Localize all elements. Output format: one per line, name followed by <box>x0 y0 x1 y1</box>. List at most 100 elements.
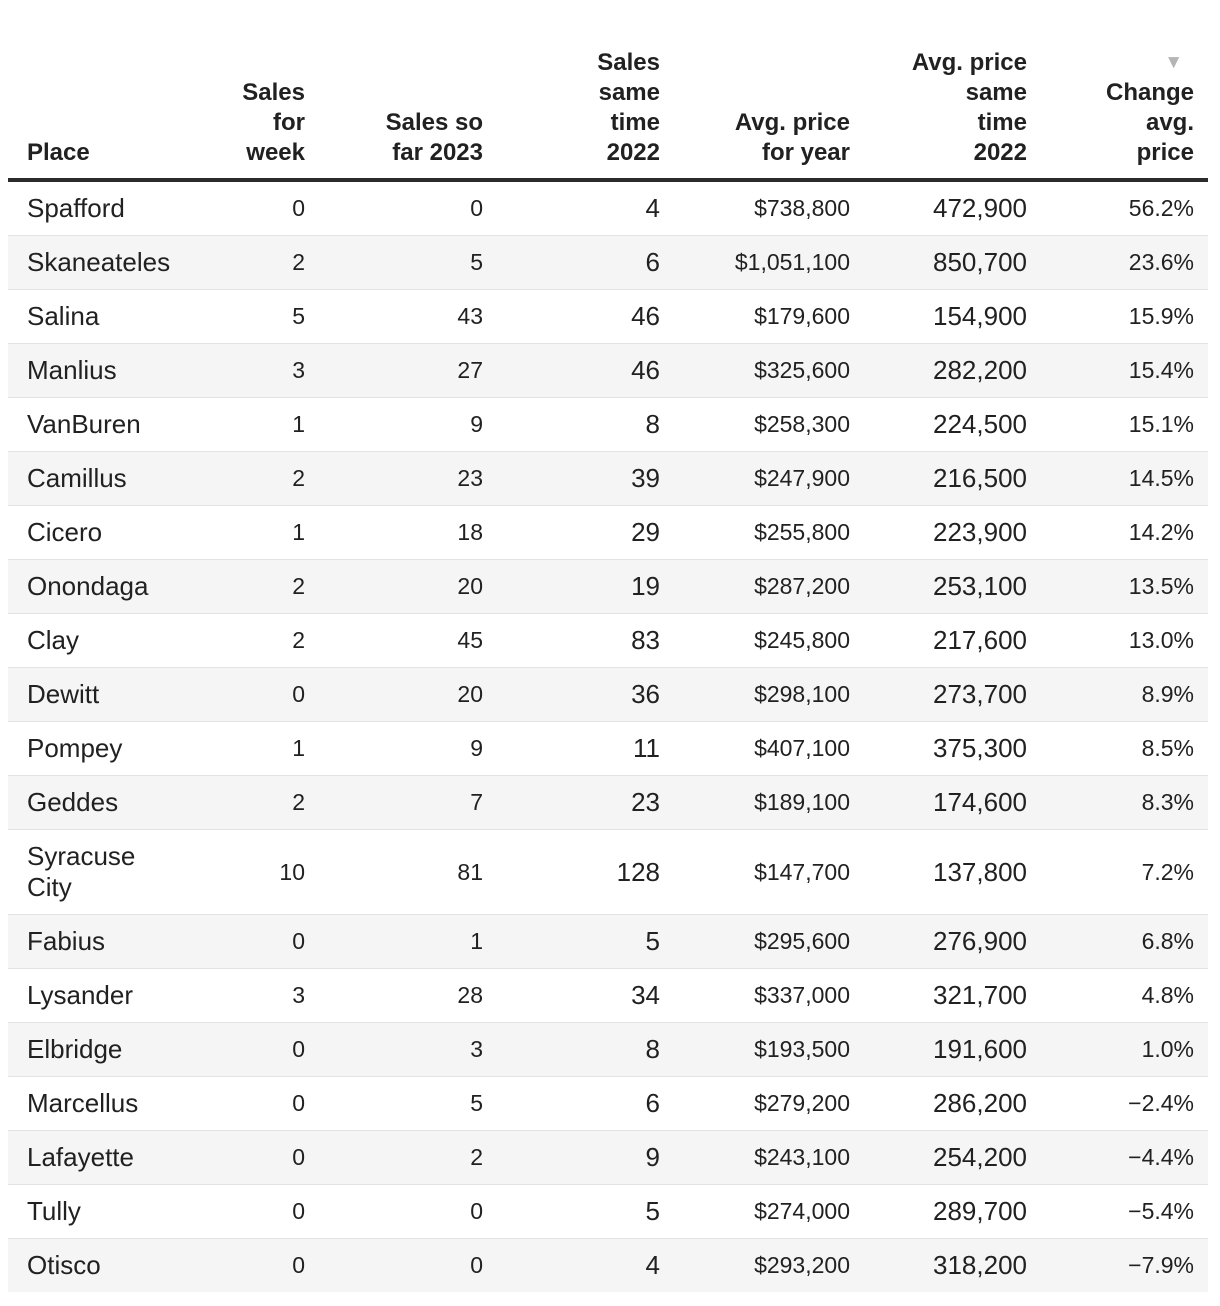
cell-sales-2023: 27 <box>319 343 497 398</box>
cell-sales-2023: 7 <box>319 775 497 830</box>
cell-place: Salina <box>8 289 177 344</box>
cell-price-year: $258,300 <box>674 397 864 452</box>
cell-price-year: $337,000 <box>674 968 864 1023</box>
cell-sales-2023: 0 <box>319 1184 497 1239</box>
sales-table: Place Sales for week Sales so far 2023 S… <box>8 8 1208 1292</box>
cell-change: 15.9% <box>1041 289 1208 344</box>
cell-sales-2023: 9 <box>319 397 497 452</box>
column-header-sales-same-time-2022[interactable]: Sales same time 2022 <box>497 8 674 182</box>
cell-price-2022: 254,200 <box>864 1130 1041 1185</box>
table-row: Marcellus 0 5 6 $279,200 286,200 −2.4% <box>8 1076 1208 1131</box>
sort-descending-icon: ▼ <box>1164 52 1183 73</box>
cell-sales-2023: 81 <box>319 829 497 915</box>
table-row: Lysander 3 28 34 $337,000 321,700 4.8% <box>8 968 1208 1023</box>
cell-sales-2023: 1 <box>319 914 497 969</box>
column-header-label: Avg. price for year <box>734 109 850 166</box>
cell-price-year: $247,900 <box>674 451 864 506</box>
table-row: Skaneateles 2 5 6 $1,051,100 850,700 23.6% <box>8 235 1208 290</box>
table-row: Camillus 2 23 39 $247,900 216,500 14.5% <box>8 451 1208 506</box>
cell-price-2022: 318,200 <box>864 1238 1041 1292</box>
cell-sales-2023: 28 <box>319 968 497 1023</box>
cell-price-2022: 216,500 <box>864 451 1041 506</box>
cell-sales-2023: 45 <box>319 613 497 668</box>
cell-sales-week: 0 <box>177 1130 319 1185</box>
cell-place: Cicero <box>8 505 177 560</box>
cell-change: 13.0% <box>1041 613 1208 668</box>
column-header-change-avg-price[interactable]: ▼ Change avg. price <box>1041 8 1208 182</box>
cell-sales-2023: 20 <box>319 559 497 614</box>
cell-sales-week: 0 <box>177 1184 319 1239</box>
cell-sales-2022: 5 <box>497 1184 674 1239</box>
cell-price-2022: 174,600 <box>864 775 1041 830</box>
cell-sales-2023: 5 <box>319 1076 497 1131</box>
cell-price-year: $295,600 <box>674 914 864 969</box>
cell-place: Geddes <box>8 775 177 830</box>
column-header-place[interactable]: Place <box>8 8 177 182</box>
cell-sales-2022: 5 <box>497 914 674 969</box>
table-row: Syracuse City 10 81 128 $147,700 137,800 7.2% <box>8 829 1208 915</box>
cell-sales-2022: 34 <box>497 968 674 1023</box>
cell-sales-2022: 39 <box>497 451 674 506</box>
cell-place: Spafford <box>27 193 125 223</box>
table-row: Otisco 0 0 4 $293,200 318,200 −7.9% <box>8 1238 1208 1292</box>
cell-price-year: $274,000 <box>674 1184 864 1239</box>
cell-sales-week: 1 <box>177 397 319 452</box>
cell-sales-2022: 6 <box>497 235 674 290</box>
cell-price-year: $245,800 <box>674 613 864 668</box>
cell-sales-week: 0 <box>177 1076 319 1131</box>
column-header-sales-so-far-2023[interactable]: Sales so far 2023 <box>319 8 497 182</box>
cell-price-2022: 273,700 <box>864 667 1041 722</box>
cell-sales-week: 10 <box>177 829 319 915</box>
cell-price-2022: 137,800 <box>864 829 1041 915</box>
cell-price-2022: 321,700 <box>864 968 1041 1023</box>
cell-price-2022: 253,100 <box>864 559 1041 614</box>
cell-sales-week: 3 <box>177 968 319 1023</box>
cell-change: 8.5% <box>1041 721 1208 776</box>
cell-place: Lysander <box>8 968 177 1023</box>
cell-sales-2023: 5 <box>319 235 497 290</box>
cell-price-2022: 223,900 <box>864 505 1041 560</box>
cell-price-year: $189,100 <box>674 775 864 830</box>
cell-sales-2022: 8 <box>497 1022 674 1077</box>
table-row: Cicero 1 18 29 $255,800 223,900 14.2% <box>8 505 1208 560</box>
cell-change: 13.5% <box>1041 559 1208 614</box>
cell-price-2022: 191,600 <box>864 1022 1041 1077</box>
cell-price-year: $255,800 <box>674 505 864 560</box>
column-header-avg-price-same-time-2022[interactable]: Avg. price same time 2022 <box>864 8 1041 182</box>
cell-sales-2022: 23 <box>497 775 674 830</box>
cell-sales-2022: 29 <box>497 505 674 560</box>
table-body: Spafford 0 0 4 $738,800 472,900 56.2% Skaneatel… <box>8 180 1208 1292</box>
cell-sales-2023: 3 <box>319 1022 497 1077</box>
cell-sales-2022: 46 <box>497 289 674 344</box>
cell-change: −4.4% <box>1041 1130 1208 1185</box>
column-header-label: Sales for week <box>242 79 305 166</box>
cell-price-year: $407,100 <box>674 721 864 776</box>
cell-change: 15.1% <box>1041 397 1208 452</box>
cell-sales-2022: 83 <box>497 613 674 668</box>
cell-change: 23.6% <box>1041 235 1208 290</box>
cell-sales-week: 1 <box>177 721 319 776</box>
table-row: Geddes 2 7 23 $189,100 174,600 8.3% <box>8 775 1208 830</box>
cell-price-2022: 286,200 <box>864 1076 1041 1131</box>
cell-sales-week: 0 <box>177 1022 319 1077</box>
cell-change: 8.3% <box>1041 775 1208 830</box>
cell-sales-2022: 11 <box>497 721 674 776</box>
cell-sales-week: 0 <box>292 195 305 221</box>
cell-sales-2022: 36 <box>497 667 674 722</box>
cell-place: Fabius <box>8 914 177 969</box>
cell-price-2022: 276,900 <box>864 914 1041 969</box>
table-row: Elbridge 0 3 8 $193,500 191,600 1.0% <box>8 1022 1208 1077</box>
cell-place: Manlius <box>8 343 177 398</box>
column-header-sales-for-week[interactable]: Sales for week <box>177 8 319 182</box>
column-header-avg-price-for-year[interactable]: Avg. price for year <box>674 8 864 182</box>
cell-price-year: $287,200 <box>674 559 864 614</box>
table-row: Spafford 0 0 4 $738,800 472,900 56.2% <box>8 180 1208 236</box>
cell-sales-2023: 2 <box>319 1130 497 1185</box>
table-row: Lafayette 0 2 9 $243,100 254,200 −4.4% <box>8 1130 1208 1185</box>
cell-place: Marcellus <box>8 1076 177 1131</box>
cell-sales-week: 5 <box>177 289 319 344</box>
cell-change: 6.8% <box>1041 914 1208 969</box>
cell-price-year: $293,200 <box>674 1238 864 1292</box>
table-row: Fabius 0 1 5 $295,600 276,900 6.8% <box>8 914 1208 969</box>
cell-sales-2022: 4 <box>645 193 660 223</box>
